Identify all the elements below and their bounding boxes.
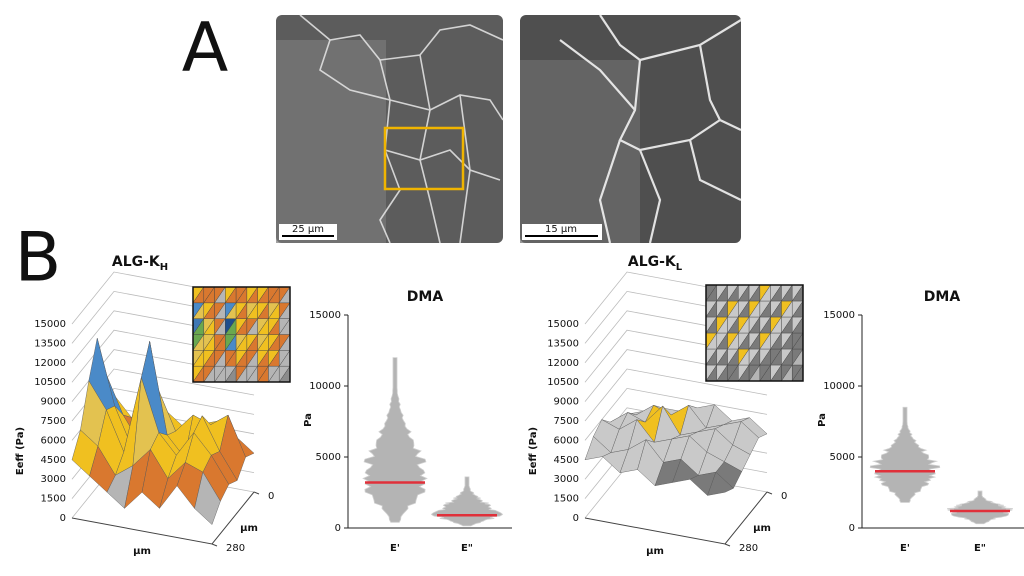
z-tick-label: 10500 — [547, 377, 579, 388]
chart-title: ALG-KH — [112, 254, 168, 273]
chart-title: DMA — [924, 289, 961, 305]
z-axis-label: Eeff (Pa) — [15, 427, 26, 475]
point-cloud — [362, 357, 428, 523]
chart-title: ALG-KL — [628, 254, 683, 273]
z-tick-label: 0 — [573, 513, 579, 524]
floor-edge — [584, 491, 768, 545]
z-tick-label: 15000 — [547, 319, 579, 330]
z-tick-label: 7500 — [554, 416, 579, 427]
z-tick-label: 7500 — [41, 416, 66, 427]
x-tick-label: E' — [390, 543, 400, 554]
y-tick-label: 0 — [781, 491, 787, 502]
z-tick-label: 10500 — [34, 377, 66, 388]
y-tick — [766, 491, 773, 495]
title-subscript: L — [676, 262, 683, 273]
point-cloud — [947, 490, 1013, 525]
panel-label: B — [15, 219, 62, 298]
y-tick-label: 5000 — [830, 452, 855, 463]
title-text: ALG-K — [628, 254, 677, 270]
z-tick-label: 12000 — [547, 358, 579, 369]
z-tick-label: 3000 — [41, 474, 66, 485]
y-axis-label: Pa — [817, 413, 828, 427]
point-cloud — [430, 476, 504, 527]
z-tick-label: 9000 — [41, 397, 66, 408]
z-tick-label: 9000 — [554, 397, 579, 408]
y-tick-label: 15000 — [309, 310, 341, 321]
y-axis-label: Pa — [303, 413, 314, 427]
y-tick-label: 5000 — [316, 452, 341, 463]
inset-border — [705, 284, 804, 382]
z-tick-label: 6000 — [41, 435, 66, 446]
y-tick-label: 10000 — [823, 381, 855, 392]
y-tick-label: 0 — [268, 491, 274, 502]
x-tick-label: E' — [900, 543, 910, 554]
title-text: ALG-K — [112, 254, 161, 270]
y-tick-label: 280 — [739, 543, 758, 554]
z-axis-label: Eeff (Pa) — [528, 427, 539, 475]
z-tick-label: 12000 — [34, 358, 66, 369]
micrograph: 25 μm — [276, 14, 504, 244]
x-axis-label: μm — [646, 546, 664, 557]
z-tick-label: 4500 — [554, 455, 579, 466]
x-axis-label: μm — [133, 546, 151, 557]
grid-line — [584, 387, 768, 441]
grid-line — [584, 368, 768, 422]
y-tick-label: 0 — [849, 523, 855, 534]
surface-patch — [707, 471, 734, 496]
y-tick — [253, 491, 260, 495]
scale-bar-label: 25 μm — [292, 224, 324, 235]
title-text: DMA — [407, 289, 444, 305]
surface-patch — [194, 471, 221, 525]
z-tick-label: 6000 — [554, 435, 579, 446]
z-tick-label: 13500 — [547, 338, 579, 349]
y-axis-label: μm — [753, 523, 771, 534]
panel-label: A — [182, 9, 229, 88]
z-tick-label: 0 — [60, 513, 66, 524]
micrograph: 15 μm — [520, 14, 742, 244]
title-text: DMA — [924, 289, 961, 305]
x-tick-label: E" — [974, 543, 986, 554]
y-tick-label: 280 — [226, 543, 245, 554]
scale-bar-label: 15 μm — [545, 224, 577, 235]
title-subscript: H — [160, 262, 168, 273]
z-tick-label: 1500 — [41, 494, 66, 505]
y-tick — [211, 543, 218, 547]
y-tick-label: 10000 — [309, 381, 341, 392]
z-tick-label: 1500 — [554, 494, 579, 505]
z-tick-label: 13500 — [34, 338, 66, 349]
y-tick — [724, 543, 731, 547]
y-tick-label: 0 — [335, 523, 341, 534]
x-tick-label: E" — [461, 543, 473, 554]
chart-title: DMA — [407, 289, 444, 305]
z-tick-label: 4500 — [41, 455, 66, 466]
z-tick-label: 15000 — [34, 319, 66, 330]
point-cloud — [869, 406, 941, 503]
inset-border — [192, 286, 291, 383]
y-axis-label: μm — [240, 523, 258, 534]
z-tick-label: 3000 — [554, 474, 579, 485]
y-tick-label: 15000 — [823, 310, 855, 321]
